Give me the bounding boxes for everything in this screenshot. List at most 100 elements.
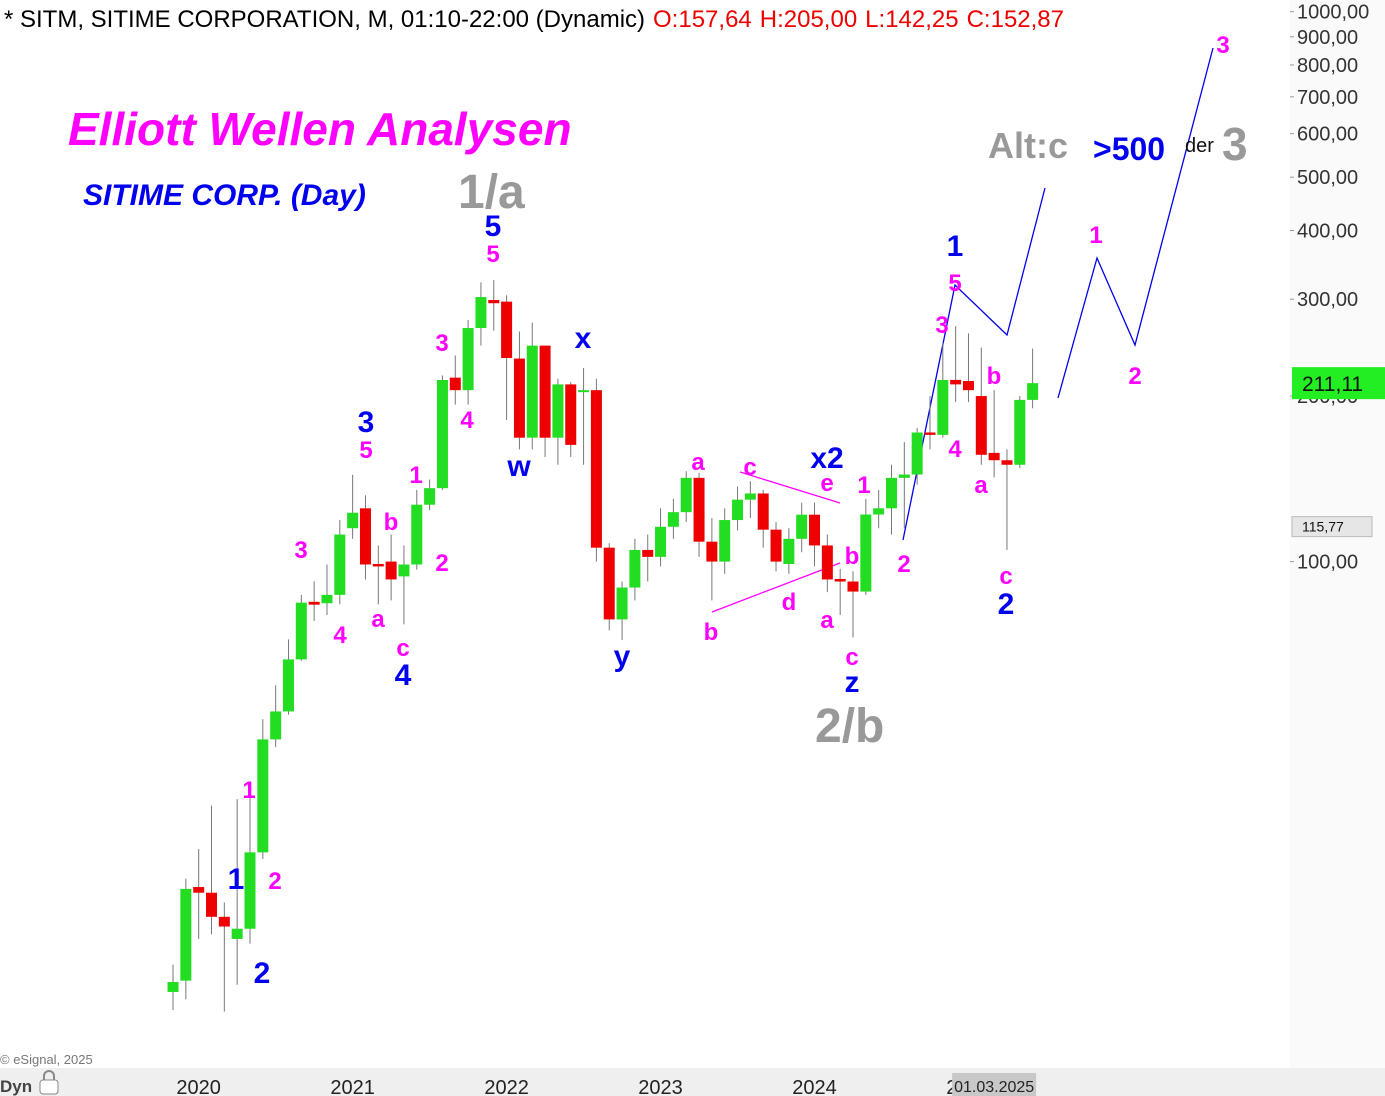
wave-label: c xyxy=(845,644,858,671)
wave-label: 5 xyxy=(948,270,961,297)
candle-body xyxy=(231,928,243,939)
candle-body xyxy=(757,493,769,530)
candle-body xyxy=(308,601,320,605)
candle-body xyxy=(962,381,974,391)
wave-label: 1 xyxy=(857,472,870,499)
wave-label: 3 xyxy=(358,406,375,439)
wave-label: a xyxy=(974,472,988,499)
candle-body xyxy=(680,477,692,513)
candle-body xyxy=(436,380,448,489)
wave-label: w xyxy=(506,450,531,483)
candle-body xyxy=(539,345,551,438)
wave-label: b xyxy=(384,509,399,536)
candle-body xyxy=(642,549,654,557)
y-tick-label: 100,00 xyxy=(1297,552,1358,574)
candle-body xyxy=(501,301,513,359)
x-tick-label: 2022 xyxy=(484,1077,529,1096)
candle-body xyxy=(1001,460,1013,465)
wave-label: 1 xyxy=(409,462,422,489)
cursor-date: 01.03.2025 xyxy=(954,1079,1034,1096)
candle-body xyxy=(193,887,205,893)
wave-label: 5 xyxy=(485,210,502,243)
wave-label: 2 xyxy=(1128,363,1141,390)
price-marker xyxy=(1292,367,1385,400)
x-tick-label: 2024 xyxy=(792,1077,837,1096)
ohlc-value: O:157,64 xyxy=(653,6,752,33)
price-marker-label: 115,77 xyxy=(1302,519,1344,535)
candle-body xyxy=(911,432,923,475)
wave-label: c xyxy=(999,563,1012,590)
candle-body xyxy=(732,499,744,521)
candle-body xyxy=(372,563,384,567)
candle-body xyxy=(180,888,192,981)
candle-body xyxy=(770,529,782,562)
candle-body xyxy=(565,384,577,445)
wave-label: a xyxy=(691,449,705,476)
y-tick-label: 900,00 xyxy=(1297,27,1358,49)
candle-body xyxy=(924,432,936,435)
cursor-date-box xyxy=(952,1073,1037,1096)
wave-label: 3 xyxy=(1216,32,1229,59)
candle-body xyxy=(616,587,628,620)
candle-body xyxy=(744,493,756,500)
candle-body xyxy=(488,300,500,304)
candle-body xyxy=(424,488,436,505)
wave-label: 2 xyxy=(254,957,271,990)
candle-body xyxy=(898,474,910,478)
candle-body xyxy=(885,477,897,509)
candle-body xyxy=(975,396,987,455)
y-tick-label: 300,00 xyxy=(1297,289,1358,311)
headline: Elliott Wellen Analysen xyxy=(68,103,572,155)
wave-label: 1 xyxy=(228,863,245,896)
wave-label: 1 xyxy=(1089,222,1102,249)
y-tick-label: 600,00 xyxy=(1297,124,1358,146)
chart-title: * SITM, SITIME CORPORATION, M, 01:10-22:… xyxy=(4,6,645,33)
wave-label: b xyxy=(704,619,719,646)
wave-label: 2 xyxy=(268,868,281,895)
candle-body xyxy=(295,602,307,660)
wave-lines xyxy=(711,47,1214,613)
y-tick-label: 1000,00 xyxy=(1297,2,1369,24)
wave-label: x xyxy=(575,322,592,355)
candle-body xyxy=(526,345,538,438)
annotation: 1/a xyxy=(458,166,525,219)
wave-label: 1 xyxy=(242,777,255,804)
candle-body xyxy=(655,526,667,557)
price-marker xyxy=(1291,516,1373,538)
candle-body xyxy=(988,452,1000,461)
candle-body xyxy=(821,545,833,580)
wave-label: 4 xyxy=(948,436,962,463)
copyright: © eSignal, 2025 xyxy=(0,1052,93,1067)
candle-body xyxy=(321,594,333,604)
x-tick-label: 2023 xyxy=(638,1077,683,1096)
annotation: Alt:c xyxy=(988,125,1068,166)
candle-body xyxy=(475,297,487,329)
wave-label: 2 xyxy=(998,588,1015,621)
candles xyxy=(167,280,1039,1012)
candle-body xyxy=(449,377,461,391)
annotation: 2/b xyxy=(815,700,884,753)
candle-body xyxy=(282,659,294,712)
candle-body xyxy=(398,564,410,577)
annotation: >500 xyxy=(1093,131,1165,167)
wave-label: 3 xyxy=(294,537,307,564)
candle-body xyxy=(873,508,885,515)
y-tick-label: 800,00 xyxy=(1297,55,1358,77)
candle-body xyxy=(796,514,808,539)
candle-body xyxy=(552,384,564,438)
wave-label: z xyxy=(845,666,860,699)
candle-body xyxy=(218,916,230,927)
candle-body xyxy=(385,561,397,580)
candle-body xyxy=(860,514,872,592)
candle-body xyxy=(167,982,179,992)
candle-body xyxy=(937,380,949,435)
candle-body xyxy=(667,512,679,527)
x-axis-panel xyxy=(0,1068,1385,1096)
ohlc-value: H:205,00 xyxy=(760,6,857,33)
wave-label: b xyxy=(845,543,860,570)
candle-body xyxy=(270,711,282,740)
wave-label: 3 xyxy=(935,312,948,339)
wave-label: b xyxy=(987,363,1002,390)
candle-body xyxy=(706,541,718,562)
wave-label: c xyxy=(743,454,756,481)
